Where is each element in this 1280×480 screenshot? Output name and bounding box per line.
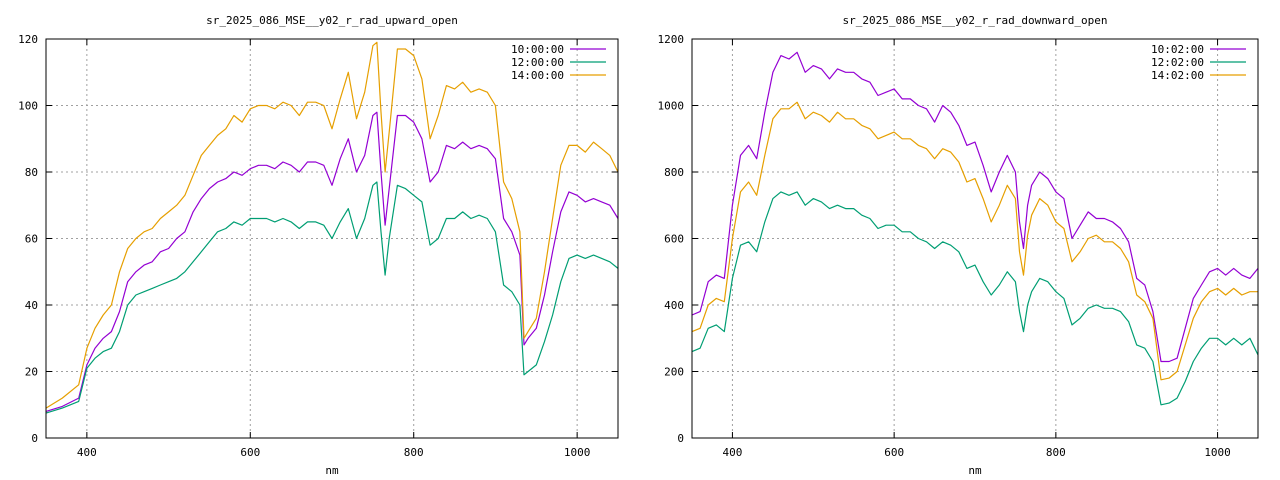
x-tick-label: 600 — [884, 446, 904, 459]
y-tick-label: 600 — [664, 233, 684, 246]
x-axis-label: nm — [325, 464, 339, 477]
y-tick-label: 400 — [664, 299, 684, 312]
y-tick-label: 20 — [25, 366, 38, 379]
series-line-12:02:00 — [691, 191, 1259, 406]
legend-label-10:00:00: 10:00:00 — [511, 43, 564, 56]
y-tick-label: 800 — [664, 166, 684, 179]
legend-label-10:02:00: 10:02:00 — [1151, 43, 1204, 56]
y-tick-label: 100 — [18, 100, 38, 113]
y-tick-label: 200 — [664, 366, 684, 379]
y-tick-label: 120 — [18, 33, 38, 46]
x-axis-label: nm — [968, 464, 982, 477]
y-tick-label: 60 — [25, 233, 38, 246]
y-tick-label: 1000 — [658, 100, 685, 113]
y-tick-label: 40 — [25, 299, 38, 312]
series-line-10:02:00 — [691, 51, 1259, 363]
y-tick-label: 0 — [31, 432, 38, 445]
chart-title: sr_2025_086_MSE__y02_r_rad_upward_open — [206, 14, 458, 27]
legend-label-12:00:00: 12:00:00 — [511, 56, 564, 69]
x-tick-label: 400 — [722, 446, 742, 459]
x-tick-label: 1000 — [564, 446, 591, 459]
y-tick-label: 80 — [25, 166, 38, 179]
legend-label-12:02:00: 12:02:00 — [1151, 56, 1204, 69]
x-tick-label: 600 — [240, 446, 260, 459]
series-line-12:00:00 — [45, 181, 619, 414]
y-tick-label: 1200 — [658, 33, 685, 46]
series-line-10:00:00 — [45, 111, 619, 412]
legend-label-14:00:00: 14:00:00 — [511, 69, 564, 82]
x-tick-label: 800 — [1046, 446, 1066, 459]
series-line-14:02:00 — [691, 101, 1258, 381]
x-tick-label: 800 — [404, 446, 424, 459]
x-tick-label: 1000 — [1204, 446, 1231, 459]
upward-radiance-chart: sr_2025_086_MSE__y02_r_rad_upward_open 40… — [18, 14, 619, 477]
y-tick-label: 0 — [677, 432, 684, 445]
legend-label-14:02:00: 14:02:00 — [1151, 69, 1204, 82]
chart-title: sr_2025_086_MSE__y02_r_rad_downward_open — [843, 14, 1108, 27]
series-line-14:00:00 — [45, 41, 619, 409]
x-tick-label: 400 — [77, 446, 97, 459]
downward-radiance-chart: sr_2025_086_MSE__y02_r_rad_downward_open… — [658, 14, 1259, 477]
